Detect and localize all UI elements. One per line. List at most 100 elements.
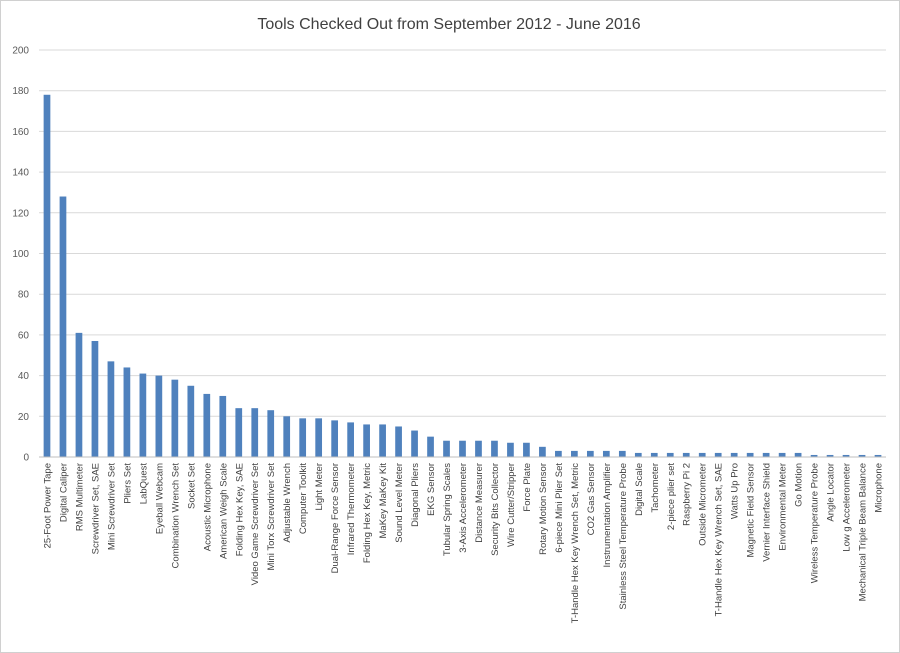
y-tick-label: 80 (18, 290, 30, 301)
x-category-label: Magnetic Field Sensor (746, 463, 757, 558)
x-category-label: Environmental Meter (778, 463, 789, 551)
x-category-label: Sound Level Meter (394, 463, 405, 543)
y-tick-label: 200 (12, 46, 29, 57)
x-category-label: Angle Locator (826, 463, 837, 522)
bar (379, 424, 386, 457)
x-category-label: Security Bits Collector (490, 463, 501, 556)
bar (826, 454, 834, 457)
x-category-label: 3-Axis Accelerometer (458, 463, 469, 553)
bar (219, 395, 227, 457)
bar (778, 452, 786, 457)
bar (155, 375, 163, 457)
x-category-label: Folding Hex Key, SAE (234, 463, 245, 556)
bars (43, 94, 882, 458)
bar (91, 341, 99, 457)
x-axis-labels: 25-Foot Power Tape Digital Caliper RMS Mul… (42, 463, 884, 624)
x-category-label: EKG Sensor (426, 463, 437, 516)
bar (858, 454, 866, 457)
x-category-label: Vernier Interface Shield (762, 463, 773, 562)
x-category-label: MaKey MaKey Kit (378, 463, 389, 539)
x-category-label: T-Handle Hex Key Wrench Set, SAE (714, 463, 725, 616)
x-category-label: Combination Wrench Set (170, 463, 181, 569)
x-category-label: American Weigh Scale (218, 463, 229, 559)
x-category-label: Low g Accelerometer (842, 463, 853, 552)
x-category-label: Mini Screwdriver Set (106, 463, 117, 550)
x-category-label: Infrared Thermometer (346, 463, 357, 555)
x-category-label: Folding Hex Key, Metric (362, 463, 373, 563)
x-category-label: Diagonal Pliers (410, 463, 421, 527)
bar (475, 440, 482, 457)
x-category-label: Stainless Steel Temperature Probe (618, 463, 629, 610)
x-category-label: Rotary Motion Sensor (538, 463, 549, 555)
x-category-label: Tachometer (650, 463, 661, 513)
bar (491, 440, 498, 457)
bar (411, 430, 418, 457)
bar (395, 426, 402, 457)
bar (187, 385, 195, 457)
x-category-label: Watts Up Pro (730, 463, 741, 519)
x-category-label: Video Game Screwdriver Set (250, 463, 261, 586)
x-category-label: Dual-Range Force Sensor (330, 463, 341, 573)
y-tick-label: 60 (18, 330, 30, 341)
bar (666, 452, 674, 457)
x-category-label: Acoustic Microphone (202, 463, 213, 551)
bar (810, 454, 818, 457)
bar (443, 440, 450, 457)
bar (123, 367, 131, 457)
gridlines (39, 49, 886, 417)
bar (746, 452, 754, 457)
bar (571, 450, 578, 457)
bar (730, 452, 738, 457)
bar (139, 373, 147, 457)
bar (523, 442, 530, 457)
bar (171, 379, 179, 457)
bar (714, 452, 722, 457)
bar (251, 408, 259, 457)
x-category-label: LabQuest (138, 463, 149, 505)
y-tick-label: 160 (12, 127, 29, 138)
x-category-label: Instrumentation Amplifier (602, 463, 613, 568)
bar (107, 361, 115, 457)
x-category-label: Outside Micrometer (698, 463, 709, 546)
bar (459, 440, 466, 457)
bar (842, 454, 850, 457)
x-category-label: Wireless Temperature Probe (810, 463, 821, 583)
x-category-label: Eyeball Webcam (154, 463, 165, 534)
y-tick-label: 120 (12, 208, 29, 219)
bar (650, 452, 658, 457)
bar (794, 452, 802, 457)
bar (427, 436, 434, 457)
y-tick-label: 0 (23, 453, 29, 464)
x-category-label: Adjustable Wrench (282, 463, 293, 543)
bar (347, 422, 354, 457)
bar (634, 452, 642, 457)
x-category-label: Microphone (874, 463, 885, 513)
x-category-label: Light Meter (314, 463, 325, 511)
bar (682, 452, 690, 457)
bar (235, 408, 243, 457)
x-category-label: CO2 Gas Sensor (586, 463, 597, 535)
x-category-label: Force Plate (522, 463, 533, 512)
x-category-label: Digital Scale (634, 463, 645, 516)
x-category-label: 2-piece plier set (666, 463, 677, 530)
bar (331, 420, 339, 457)
x-category-label: Mini Torx Screwdriver Set (266, 463, 277, 571)
bar (203, 393, 211, 457)
bar (698, 452, 706, 457)
bar (874, 454, 882, 457)
x-category-label: Computer Toolkit (298, 463, 309, 534)
x-category-label: 6-piece Mini Plier Set (554, 463, 565, 553)
bar (618, 450, 626, 457)
y-tick-label: 40 (18, 371, 30, 382)
bar (602, 450, 610, 457)
bar (283, 416, 291, 457)
x-category-label: Mechanical Triple Beam Balance (858, 463, 869, 601)
x-category-label: Distance Measurer (474, 463, 485, 543)
y-axis-ticks: 0 20 40 60 80 100 120 140 160 180 200 (12, 46, 29, 464)
x-category-label: Wire Cutter/Stripper (506, 463, 517, 547)
bar (43, 94, 51, 458)
x-category-label: Screwdriver Set, SAE (90, 463, 101, 554)
y-tick-label: 180 (12, 86, 29, 97)
